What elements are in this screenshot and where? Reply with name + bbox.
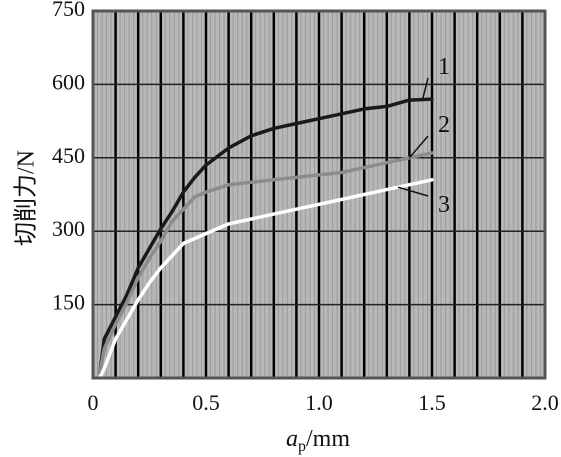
series-label-3: 3 xyxy=(438,192,450,218)
x-tick-label: 0.5 xyxy=(192,390,220,415)
series-layer xyxy=(98,97,434,380)
x-axis-label-sub: p xyxy=(298,438,306,455)
series-line-3 xyxy=(98,178,434,380)
x-tick-label: 1.5 xyxy=(418,390,446,415)
x-tick-label: 1.0 xyxy=(305,390,333,415)
x-axis-label: ap/mm xyxy=(286,426,350,455)
series-leader-2 xyxy=(408,135,429,159)
series-line-1 xyxy=(98,97,434,375)
x-tick-label: 0 xyxy=(88,390,99,415)
y-tick-label: 450 xyxy=(52,143,85,168)
plot-frame xyxy=(91,9,547,380)
series-labels: 1 2 3 xyxy=(397,54,450,218)
y-axis-label: 切削力/N xyxy=(13,150,40,246)
series-line-2 xyxy=(98,151,434,375)
y-tick-label: 750 xyxy=(52,0,85,21)
grid-major-lines xyxy=(93,11,545,378)
y-tick-labels: 150 300 450 600 750 xyxy=(52,0,85,315)
x-tick-label: 2.0 xyxy=(531,390,559,415)
x-axis-label-main: a xyxy=(286,426,298,452)
x-tick-labels: 0 0.5 1.0 1.5 2.0 xyxy=(88,390,559,415)
y-tick-label: 300 xyxy=(52,216,85,241)
x-axis-label-unit: /mm xyxy=(306,426,350,452)
series-label-2: 2 xyxy=(438,112,450,138)
series-leader-1 xyxy=(422,77,429,99)
series-label-1: 1 xyxy=(438,54,450,80)
y-tick-label: 600 xyxy=(52,69,85,94)
y-tick-label: 150 xyxy=(52,290,85,315)
series-leader-3 xyxy=(397,186,429,197)
